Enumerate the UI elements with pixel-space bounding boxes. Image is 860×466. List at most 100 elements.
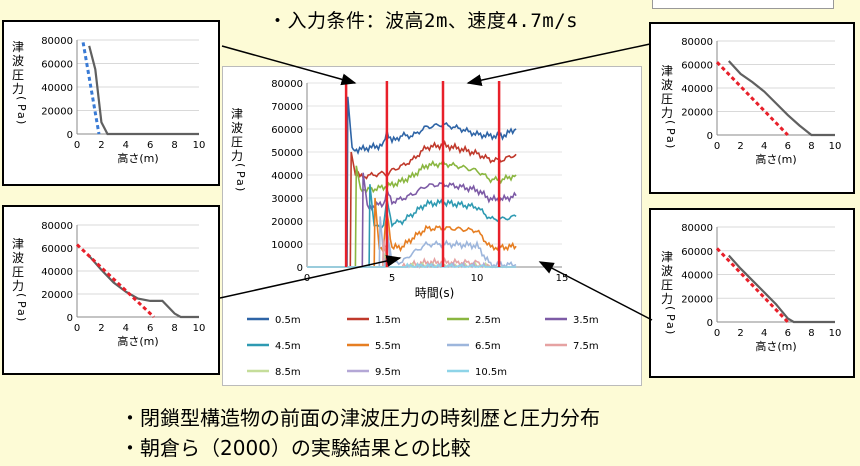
y-tick-label: 80000 [271,79,303,90]
y-axis-label-char: 力 [231,149,243,163]
profile-chart-bottom-right-svg: 0 20000 40000 60000 80000 0 2 4 6 8 10 高さ(m) 津波圧力(Pa… [661,223,842,353]
y-tick-label: 20000 [681,108,713,119]
arrow-bottom-right [538,261,653,321]
x-tick-label: 10 [193,140,206,151]
x-axis-label: 高さ(m) [755,152,796,166]
legend-label: 9.5m [375,367,401,378]
y-tick-label: 0 [297,263,303,274]
y-axis-label-char: ( [234,163,247,167]
y-tick-label: 40000 [681,84,713,95]
legend-label: 2.5m [475,315,501,326]
x-tick-label: 10 [829,328,842,339]
y-axis-label-char: 波 [661,264,673,278]
x-tick-label: 0 [714,141,720,152]
legend-label: 8.5m [275,367,301,378]
time-history-chart-svg: 0 10000 20000 30000 40000 50000 60000 70000 8000… [231,79,599,378]
y-axis-label-char: P [15,301,28,308]
page-title: ・入力条件：波高2m、速度4.7m/s [268,6,578,33]
y-axis-label-char: 力 [661,292,673,306]
y-axis-label-char: 波 [231,121,243,135]
y-axis-label-char: P [234,171,247,178]
y-axis-label-char: 津 [12,40,24,54]
y-tick-label: 60000 [41,60,73,71]
y-tick-label: 0 [67,313,73,324]
y-axis-label-char: 津 [661,64,673,78]
x-tick-label: 10 [193,323,206,334]
y-axis-label-char: 圧 [661,278,673,292]
legend-label: 4.5m [275,341,301,352]
y-axis-label-char: ( [664,306,677,310]
y-axis-label-char: a [234,179,247,186]
x-tick-label: 0 [714,328,720,339]
x-tick-label: 4 [123,140,129,151]
y-tick-label: 30000 [271,194,303,205]
y-axis-label-char: a [15,112,28,119]
legend-label: 3.5m [573,315,599,326]
y-axis-label-char: 波 [661,78,673,92]
x-tick-label: 10 [829,141,842,152]
y-tick-label: 60000 [271,125,303,136]
arrow-bottom-left [219,255,402,299]
y-axis-label-char: P [664,314,677,321]
x-tick-label: 2 [737,328,743,339]
y-axis-label-char: 力 [12,279,24,293]
y-tick-label: 10000 [271,240,303,251]
y-axis-label-char: ) [15,120,28,124]
legend-label: 10.5m [475,367,507,378]
y-axis-label-char: 力 [12,82,24,96]
x-tick-label: 6 [785,141,791,152]
x-tick-label: 8 [171,140,177,151]
y-axis-label-char: 波 [12,251,24,265]
x-tick-label: 6 [147,323,153,334]
x-tick-label: 2 [98,140,104,151]
profile-chart-bottom-left-svg: 0 20000 40000 60000 80000 0 2 4 6 8 10 高さ(m) 津波圧力(Pa… [12,221,206,348]
y-tick-label: 40000 [41,83,73,94]
x-tick-label: 5 [389,273,395,284]
y-axis-label-char: 圧 [12,68,24,82]
y-axis-label-char: P [664,128,677,135]
y-tick-label: 20000 [41,107,73,118]
title-velocity: 4.7m/s [506,10,579,32]
y-axis-label-char: ( [15,293,28,297]
y-axis-label-char: 圧 [231,135,243,149]
y-axis-label-char: 津 [661,250,673,264]
x-tick-label: 10 [471,273,484,284]
x-tick-label: 4 [761,328,767,339]
title-mid: 、速度 [447,10,507,32]
simulation-line [727,254,835,324]
top-right-frame-edge [652,0,834,9]
legend-label: 6.5m [475,341,501,352]
experiment-line [715,247,789,324]
y-tick-label: 40000 [271,171,303,182]
bullet-time-history: ・閉鎖型構造物の前面の津波圧力の時刻歴と圧力分布 [120,406,600,430]
y-axis-label-char: ) [234,187,247,191]
y-axis-label-char: ) [664,330,677,334]
series-line [307,262,517,269]
title-wave-height: 2m [424,10,448,32]
y-tick-label: 60000 [41,244,73,255]
x-axis-label: 時間(s) [415,286,455,300]
x-tick-label: 6 [147,140,153,151]
y-axis-label-char: 圧 [12,265,24,279]
arrow-top-left [221,45,357,86]
experiment-line [81,42,101,135]
y-axis-label-char: ) [664,144,677,148]
y-axis-label-char: ) [15,317,28,321]
y-tick-label: 60000 [681,247,713,258]
y-tick-label: 80000 [681,223,713,234]
x-tick-label: 0 [74,323,80,334]
profile-chart-top-right-svg: 0 20000 40000 60000 80000 0 2 4 6 8 10 高さ(m) 津波圧力(Pa… [661,37,842,166]
y-axis-label-char: 波 [12,54,24,68]
experiment-line [715,61,789,137]
y-axis-label-char: ( [15,96,28,100]
bullet-comparison: ・朝倉ら（2000）の実験結果との比較 [120,436,471,460]
y-tick-label: 0 [67,130,73,141]
y-axis-label-char: 津 [231,107,243,121]
legend-label: 0.5m [275,315,301,326]
y-axis-label-char: a [664,136,677,143]
